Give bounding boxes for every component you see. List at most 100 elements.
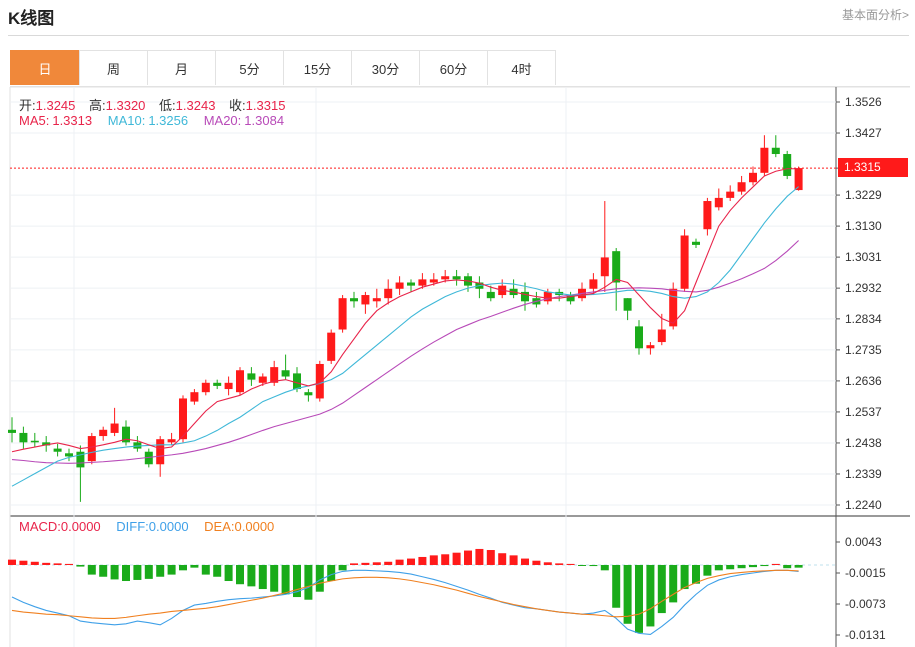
macd-legend: MACD:0.0000 DIFF:0.0000 DEA:0.0000 — [19, 519, 278, 534]
candle-body-10 — [122, 426, 130, 443]
diff-value: 0.0000 — [148, 519, 189, 534]
macd-bar-15 — [179, 564, 187, 571]
macd-bar-47 — [543, 562, 552, 565]
macd-bar-16 — [190, 564, 199, 568]
macd-bar-23 — [270, 564, 279, 592]
candle-body-52 — [600, 257, 609, 277]
low-value: 1.3243 — [175, 98, 216, 113]
candle-body-42 — [486, 291, 495, 299]
macd-bar-29 — [338, 564, 347, 571]
candle-body-19 — [224, 382, 233, 390]
macd-bar-52 — [600, 564, 609, 571]
price-tick-label-11: 1.2438 — [845, 436, 882, 450]
candle-body-29 — [338, 298, 347, 330]
macd-bar-10 — [122, 564, 130, 582]
dea-label: DEA: — [204, 519, 235, 534]
candle-body-7 — [87, 436, 96, 462]
ma5-value: 1.3313 — [52, 113, 93, 128]
macd-bar-40 — [464, 550, 472, 565]
tab-60min[interactable]: 60分 — [419, 50, 488, 85]
fundamental-analysis-link[interactable]: 基本面分析> — [841, 8, 909, 22]
candle-body-59 — [680, 235, 689, 289]
macd-value: 0.0000 — [60, 519, 101, 534]
macd-bar-45 — [521, 558, 529, 565]
candle-body-25 — [293, 373, 301, 390]
macd-bar-33 — [384, 561, 393, 565]
candle-body-4 — [53, 448, 62, 452]
ma10-label: MA10: — [107, 113, 146, 128]
candle-body-33 — [384, 288, 393, 299]
price-tick-label-3: 1.3229 — [845, 188, 882, 202]
candle-body-34 — [395, 282, 404, 289]
ma10-line — [11, 186, 799, 487]
candle-body-66 — [760, 147, 769, 173]
macd-bar-57 — [657, 564, 666, 614]
diff-line — [11, 569, 799, 636]
tab-month[interactable]: 月 — [147, 50, 216, 85]
candle-body-12 — [144, 451, 153, 465]
title-divider — [8, 35, 909, 36]
tab-week[interactable]: 周 — [79, 50, 148, 85]
candle-body-22 — [258, 376, 267, 383]
candle-body-2 — [30, 440, 39, 443]
ma20-line — [11, 240, 799, 464]
macd-tick-label-2: -0.0073 — [845, 597, 886, 611]
candle-body-45 — [521, 291, 529, 302]
macd-bar-58 — [669, 564, 678, 603]
macd-bar-62 — [714, 564, 723, 571]
diff-label: DIFF: — [116, 519, 149, 534]
macd-bar-26 — [304, 564, 313, 600]
ohlc-legend: 开:1.3245 高:1.3320 低:1.3243 收:1.3315 — [19, 95, 289, 114]
macd-bar-2 — [30, 561, 39, 565]
macd-bar-19 — [224, 564, 233, 582]
candle-body-38 — [441, 276, 450, 280]
macd-tick-label-1: -0.0015 — [845, 566, 886, 580]
candle-body-56 — [646, 345, 655, 349]
candle-body-20 — [236, 370, 244, 393]
page-title: K线图 — [8, 9, 55, 28]
tab-4hour[interactable]: 4时 — [487, 50, 556, 85]
candle-body-67 — [771, 147, 780, 155]
candle-body-65 — [749, 172, 757, 183]
tab-day[interactable]: 日 — [10, 50, 80, 85]
candle-body-18 — [213, 382, 222, 386]
macd-bar-53 — [612, 564, 621, 608]
candle-body-1 — [19, 432, 28, 443]
macd-bar-61 — [703, 564, 712, 576]
macd-bar-38 — [441, 554, 450, 565]
macd-bar-0 — [8, 559, 16, 565]
candle-body-36 — [418, 279, 427, 286]
candle-body-37 — [429, 279, 438, 283]
candle-body-14 — [167, 439, 176, 443]
price-tick-label-7: 1.2834 — [845, 312, 882, 326]
price-tick-label-9: 1.2636 — [845, 374, 882, 388]
price-tick-label-12: 1.2339 — [845, 467, 882, 481]
candle-body-30 — [350, 298, 358, 302]
candle-body-28 — [327, 332, 336, 361]
ma5-label: MA5: — [19, 113, 50, 128]
candle-body-32 — [372, 298, 381, 302]
candle-body-39 — [452, 276, 461, 280]
macd-bar-5 — [65, 563, 73, 565]
tab-30min[interactable]: 30分 — [351, 50, 420, 85]
macd-bar-43 — [498, 553, 507, 565]
price-tick-label-10: 1.2537 — [845, 405, 882, 419]
candle-body-26 — [304, 392, 313, 396]
macd-bar-36 — [418, 556, 427, 565]
macd-bar-63 — [726, 564, 735, 570]
macd-bar-24 — [281, 564, 290, 595]
candle-body-13 — [156, 439, 165, 465]
macd-bar-55 — [635, 564, 643, 633]
macd-bar-6 — [76, 564, 85, 567]
macd-bar-44 — [509, 555, 518, 565]
macd-bar-54 — [623, 564, 632, 624]
macd-bar-28 — [327, 564, 336, 582]
macd-bar-9 — [110, 564, 119, 580]
candle-body-15 — [179, 398, 187, 440]
candle-body-64 — [737, 182, 746, 192]
macd-bar-39 — [452, 552, 461, 565]
open-label: 开: — [19, 98, 36, 113]
price-tick-label-13: 1.2240 — [845, 498, 882, 512]
candle-body-8 — [99, 429, 108, 437]
